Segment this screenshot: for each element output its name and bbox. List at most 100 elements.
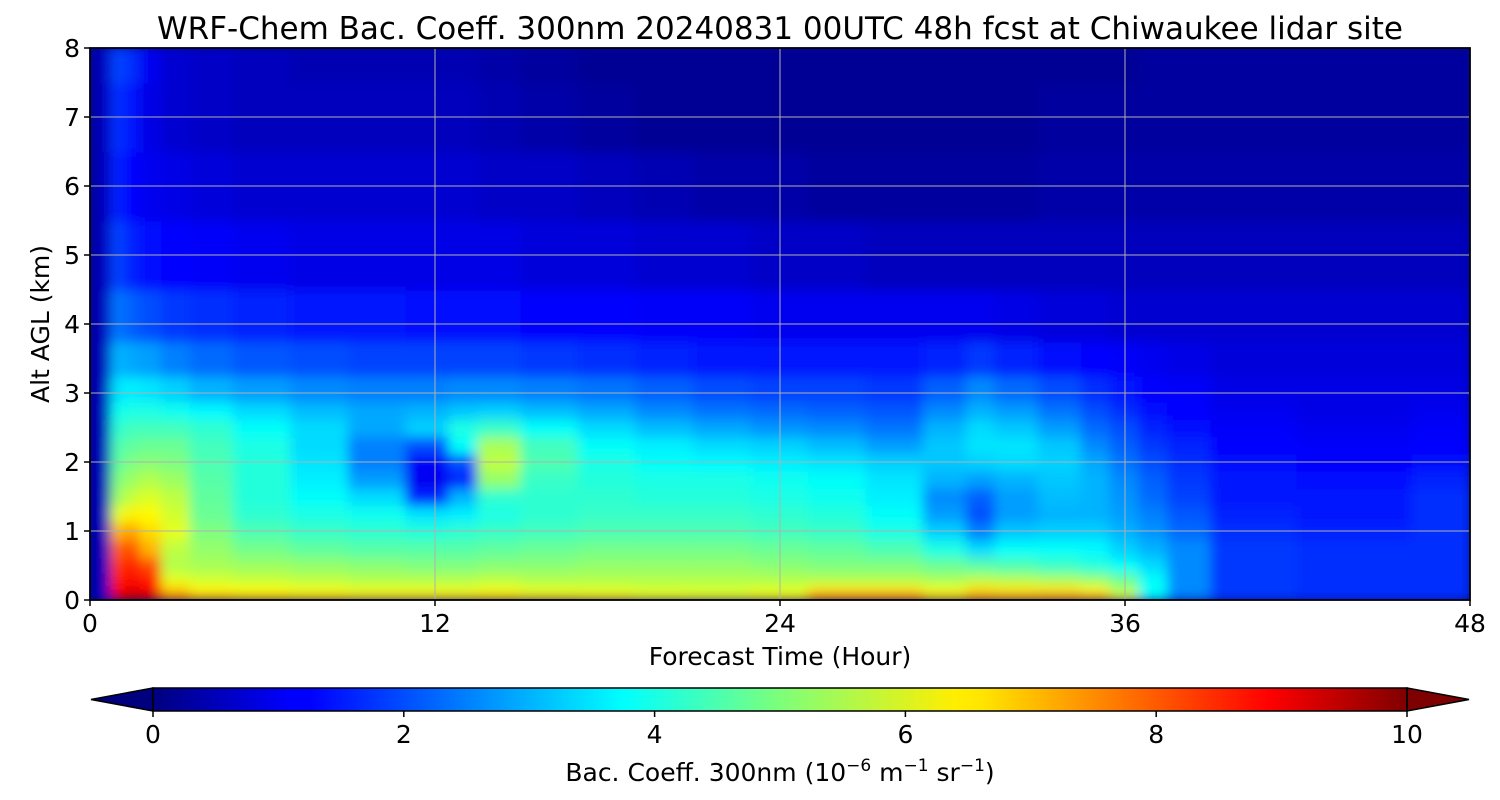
heatmap-cell [1296, 374, 1414, 403]
heatmap-cell [1167, 592, 1213, 600]
colorbar-tick-label: 0 [145, 720, 161, 749]
heatmap-cell [865, 340, 925, 377]
heatmap-cell [477, 435, 523, 455]
heatmap-cell [692, 538, 753, 558]
heatmap-cell [865, 592, 925, 600]
heatmap-cell [90, 571, 99, 586]
heatmap-cell [110, 583, 127, 595]
heatmap-cell [994, 288, 1040, 343]
heatmap-cell [520, 538, 580, 558]
y-axis: 0 1 2 3 4 5 6 7 8 [64, 34, 90, 615]
heatmap-cell [1080, 435, 1112, 455]
heatmap-cell [1167, 288, 1213, 343]
heatmap-cell [807, 571, 868, 586]
heatmap-cell [405, 400, 451, 420]
heatmap-cell [1138, 538, 1170, 558]
heatmap-cell [520, 400, 580, 420]
heatmap-cell [90, 583, 99, 595]
heatmap-cell [807, 417, 868, 438]
heatmap-cell [405, 417, 451, 438]
heatmap-cell [290, 592, 350, 600]
heatmap-cell [290, 555, 350, 574]
heatmap-cell [405, 435, 451, 455]
heatmap-cell [189, 469, 235, 489]
heatmap-cell [139, 504, 163, 524]
heatmap-cell [692, 417, 753, 438]
heatmap-cell [160, 400, 192, 420]
heatmap-cell [96, 435, 113, 455]
heatmap-cell [865, 571, 925, 586]
heatmap-cell [124, 504, 142, 524]
heatmap-cell [1210, 538, 1299, 558]
heatmap-cell [124, 571, 142, 586]
heatmap-cell [232, 400, 293, 420]
heatmap-cell [405, 374, 451, 403]
heatmap-cell [1037, 555, 1083, 574]
heatmap-cell [1080, 583, 1112, 595]
heatmap-cell [290, 48, 350, 84]
heatmap-cell [160, 417, 192, 438]
heatmap-cell [865, 583, 925, 595]
heatmap-cell [347, 374, 408, 403]
heatmap-cell [90, 288, 99, 343]
heatmap-cell [96, 400, 113, 420]
heatmap-cell [139, 288, 163, 343]
heatmap-cell [124, 340, 142, 377]
heatmap-cell [1411, 504, 1470, 524]
heatmap-cell [90, 374, 99, 403]
y-tick-label: 8 [64, 34, 80, 63]
heatmap-cell [692, 48, 753, 84]
heatmap-cell [635, 583, 695, 595]
x-tick-label: 0 [82, 609, 98, 638]
heatmap-cell [807, 48, 868, 84]
heatmap-cell [1037, 469, 1083, 489]
heatmap-cell [477, 417, 523, 438]
heatmap-cell [922, 504, 968, 524]
heatmap-cell [90, 48, 99, 84]
heatmap-cell [1296, 583, 1414, 595]
heatmap-cell [189, 486, 235, 507]
heatmap-cell [189, 592, 235, 600]
heatmap-cell [965, 538, 997, 558]
heatmap-cell [90, 417, 99, 438]
heatmap-cell [1296, 592, 1414, 600]
heatmap-cell [577, 592, 638, 600]
heatmap-cell [520, 592, 580, 600]
heatmap-cell [692, 592, 753, 600]
heatmap-cell [96, 592, 113, 600]
heatmap-cell [189, 48, 235, 84]
heatmap-cell [96, 48, 113, 84]
heatmap-cell [1167, 48, 1213, 84]
heatmap-cell [692, 374, 753, 403]
heatmap-cell [232, 571, 293, 586]
y-tick-label: 3 [64, 379, 80, 408]
heatmap-cell [96, 555, 113, 574]
heatmap-cell [160, 504, 192, 524]
heatmap-cell [577, 538, 638, 558]
heatmap-cell [1296, 486, 1414, 507]
heatmap-cell [139, 486, 163, 507]
heatmap-cell [807, 340, 868, 377]
heatmap-cell [922, 592, 968, 600]
y-tick-label: 6 [64, 172, 80, 201]
colorbar-tick-label: 8 [1148, 720, 1164, 749]
y-axis-label: Alt AGL (km) [26, 245, 55, 403]
heatmap-cell [1296, 538, 1414, 558]
heatmap-cell [1138, 486, 1170, 507]
heatmap-cell [405, 48, 451, 84]
heatmap-cell [520, 583, 580, 595]
heatmap-cell [160, 538, 192, 558]
heatmap-cell [290, 288, 350, 343]
heatmap-cell [1138, 571, 1170, 586]
heatmap-cell [965, 583, 997, 595]
heatmap-cell [405, 592, 451, 600]
heatmap-cell [124, 374, 142, 403]
heatmap-cell [232, 340, 293, 377]
heatmap-cell [347, 571, 408, 586]
heatmap-cell [405, 583, 451, 595]
heatmap-cell [635, 417, 695, 438]
heatmap-cell [965, 469, 997, 489]
heatmap-cell [807, 374, 868, 403]
heatmap-cell [1167, 417, 1213, 438]
heatmap-cell [90, 555, 99, 574]
